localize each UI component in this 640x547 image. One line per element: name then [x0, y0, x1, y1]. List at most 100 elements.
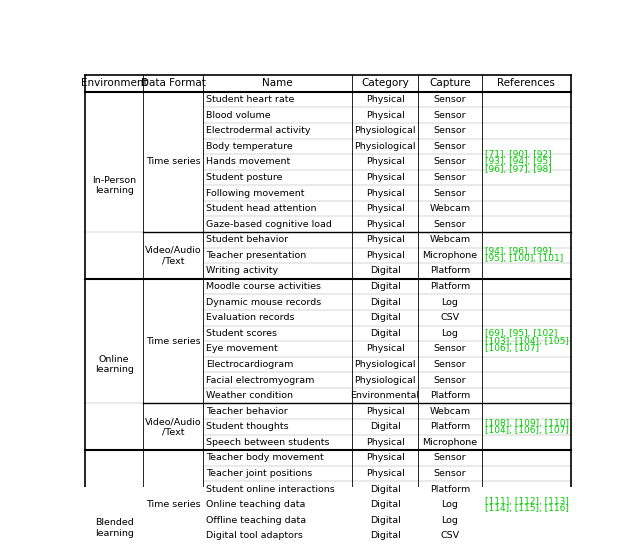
Text: Body temperature: Body temperature — [206, 142, 292, 151]
Text: Platform: Platform — [430, 422, 470, 432]
Text: Following movement: Following movement — [206, 189, 305, 197]
Text: References: References — [497, 78, 556, 88]
Text: Student online interactions: Student online interactions — [206, 485, 335, 493]
Text: Digital: Digital — [370, 422, 401, 432]
Text: [114], [115], [116]: [114], [115], [116] — [484, 504, 568, 513]
Text: Physical: Physical — [365, 95, 404, 104]
Text: Physiological: Physiological — [355, 142, 416, 151]
Text: Name: Name — [262, 78, 292, 88]
Text: Digital: Digital — [370, 516, 401, 525]
Text: Online teaching data: Online teaching data — [206, 500, 305, 509]
Text: Teacher joint positions: Teacher joint positions — [206, 469, 312, 478]
Text: Sensor: Sensor — [434, 142, 467, 151]
Text: [103], [104], [105]: [103], [104], [105] — [484, 336, 568, 346]
Text: Writing activity: Writing activity — [206, 266, 278, 276]
Text: Time series: Time series — [146, 158, 200, 166]
Text: Hands movement: Hands movement — [206, 158, 290, 166]
Text: Sensor: Sensor — [434, 95, 467, 104]
Text: Dynamic mouse records: Dynamic mouse records — [206, 298, 321, 307]
Text: Microphone: Microphone — [422, 251, 477, 260]
Text: Environmental: Environmental — [351, 391, 420, 400]
Text: Webcam: Webcam — [429, 407, 470, 416]
Text: Physical: Physical — [365, 204, 404, 213]
Text: Platform: Platform — [430, 282, 470, 291]
Text: Physical: Physical — [365, 158, 404, 166]
Text: [108], [109], [110]: [108], [109], [110] — [484, 419, 569, 428]
Text: Webcam: Webcam — [429, 204, 470, 213]
Text: [71], [90], [92]: [71], [90], [92] — [484, 150, 552, 159]
Text: Physical: Physical — [365, 469, 404, 478]
Text: [111], [112], [113]: [111], [112], [113] — [484, 497, 568, 505]
Text: Speech between students: Speech between students — [206, 438, 330, 447]
Text: Eye movement: Eye movement — [206, 345, 278, 353]
Text: Teacher body movement: Teacher body movement — [206, 453, 324, 462]
Text: Webcam: Webcam — [429, 235, 470, 245]
Text: Physical: Physical — [365, 438, 404, 447]
Text: Sensor: Sensor — [434, 110, 467, 120]
Text: Data Format: Data Format — [141, 78, 205, 88]
Text: Offline teaching data: Offline teaching data — [206, 516, 306, 525]
Text: Physical: Physical — [365, 235, 404, 245]
Text: Blood volume: Blood volume — [206, 110, 271, 120]
Text: Student heart rate: Student heart rate — [206, 95, 294, 104]
Text: Evaluation records: Evaluation records — [206, 313, 294, 322]
Text: Platform: Platform — [430, 266, 470, 276]
Text: Student head attention: Student head attention — [206, 204, 317, 213]
Text: Sensor: Sensor — [434, 376, 467, 385]
Text: Digital: Digital — [370, 531, 401, 540]
Text: Physical: Physical — [365, 189, 404, 197]
Text: Platform: Platform — [430, 485, 470, 493]
Text: Sensor: Sensor — [434, 453, 467, 462]
Text: Physiological: Physiological — [355, 376, 416, 385]
Text: [94], [96], [99]: [94], [96], [99] — [484, 247, 552, 257]
Text: Platform: Platform — [430, 391, 470, 400]
Text: Teacher behavior: Teacher behavior — [206, 407, 288, 416]
Text: [95], [100], [101]: [95], [100], [101] — [484, 254, 563, 264]
Text: Sensor: Sensor — [434, 345, 467, 353]
Text: Electrocardiogram: Electrocardiogram — [206, 360, 293, 369]
Text: Moodle course activities: Moodle course activities — [206, 282, 321, 291]
Text: Video/Audio
/Text: Video/Audio /Text — [145, 417, 202, 437]
Text: Digital: Digital — [370, 298, 401, 307]
Text: Digital: Digital — [370, 500, 401, 509]
Text: CSV: CSV — [440, 313, 460, 322]
Text: Physical: Physical — [365, 220, 404, 229]
Text: Electrodermal activity: Electrodermal activity — [206, 126, 310, 135]
Text: Log: Log — [442, 329, 458, 338]
Text: Log: Log — [442, 500, 458, 509]
Text: Sensor: Sensor — [434, 469, 467, 478]
Text: Facial electromyogram: Facial electromyogram — [206, 376, 314, 385]
Text: Digital: Digital — [370, 485, 401, 493]
Text: Physical: Physical — [365, 173, 404, 182]
Text: Physical: Physical — [365, 110, 404, 120]
Text: Sensor: Sensor — [434, 189, 467, 197]
Text: [69], [95], [102]: [69], [95], [102] — [484, 329, 557, 339]
Text: Sensor: Sensor — [434, 360, 467, 369]
Text: Student posture: Student posture — [206, 173, 282, 182]
Text: Physiological: Physiological — [355, 126, 416, 135]
Text: Student behavior: Student behavior — [206, 235, 288, 245]
Text: [93], [94], [95]: [93], [94], [95] — [484, 158, 552, 166]
Text: Sensor: Sensor — [434, 220, 467, 229]
Text: Teacher presentation: Teacher presentation — [206, 251, 306, 260]
Text: Blended
learning: Blended learning — [95, 519, 134, 538]
Text: Digital tool adaptors: Digital tool adaptors — [206, 531, 303, 540]
Text: Capture: Capture — [429, 78, 471, 88]
Text: Video/Audio
/Text: Video/Audio /Text — [145, 246, 202, 265]
Text: CSV: CSV — [440, 531, 460, 540]
Text: Time series: Time series — [146, 500, 200, 509]
Text: Sensor: Sensor — [434, 126, 467, 135]
Text: Student scores: Student scores — [206, 329, 277, 338]
Text: Digital: Digital — [370, 282, 401, 291]
Text: Gaze-based cognitive load: Gaze-based cognitive load — [206, 220, 332, 229]
Text: Digital: Digital — [370, 266, 401, 276]
Text: Student thoughts: Student thoughts — [206, 422, 289, 432]
Text: Log: Log — [442, 516, 458, 525]
Text: [96], [97], [98]: [96], [97], [98] — [484, 165, 552, 173]
Text: Physical: Physical — [365, 251, 404, 260]
Text: Physical: Physical — [365, 345, 404, 353]
Text: Microphone: Microphone — [422, 438, 477, 447]
Text: [104], [106], [107]: [104], [106], [107] — [484, 426, 568, 435]
Text: Log: Log — [442, 298, 458, 307]
Text: Digital: Digital — [370, 313, 401, 322]
